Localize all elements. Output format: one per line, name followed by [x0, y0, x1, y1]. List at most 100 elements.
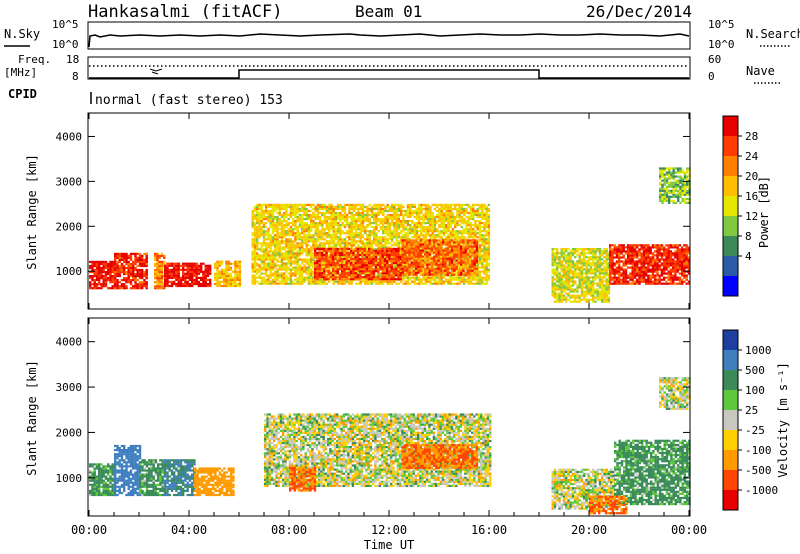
power-cell — [350, 230, 353, 233]
power-cell — [352, 262, 356, 265]
power-cell — [366, 250, 369, 253]
power-cell — [485, 268, 488, 271]
power-cell — [451, 278, 455, 281]
power-cell — [102, 271, 105, 274]
power-cell — [109, 260, 112, 263]
power-cell — [365, 255, 369, 259]
power-cell — [334, 230, 338, 233]
power-cell — [127, 260, 130, 263]
power-cell — [285, 207, 288, 211]
power-cell — [409, 276, 412, 279]
power-cell — [95, 283, 99, 286]
power-cell — [267, 274, 270, 277]
power-cell — [214, 272, 217, 275]
power-cell — [127, 266, 130, 270]
power-cell — [348, 226, 351, 229]
power-cell — [337, 238, 340, 241]
power-cell — [186, 266, 189, 269]
power-cell — [392, 276, 396, 279]
power-cell — [285, 258, 288, 261]
power-cell — [424, 251, 427, 254]
power-cell — [368, 230, 371, 233]
power-cell — [391, 207, 394, 211]
power-cell — [343, 247, 346, 250]
power-cell — [111, 271, 114, 274]
power-cell — [253, 236, 257, 239]
power-cell — [467, 234, 470, 237]
power-cell — [274, 230, 277, 233]
power-cell — [328, 258, 331, 261]
power-cell — [314, 246, 317, 249]
power-cell — [289, 232, 293, 235]
power-cell — [234, 268, 237, 271]
power-cell — [430, 247, 434, 250]
power-cell — [310, 215, 313, 219]
power-cell — [332, 257, 335, 261]
power-cell — [478, 262, 482, 265]
power-cell — [292, 205, 295, 208]
power-cell — [209, 280, 212, 283]
power-cell — [363, 266, 366, 269]
power-cell — [301, 209, 304, 213]
power-cell — [436, 276, 439, 279]
power-cell — [323, 205, 326, 208]
power-cell — [89, 287, 92, 290]
power-cell — [91, 287, 94, 290]
power-cell — [113, 266, 117, 270]
power-cell — [445, 236, 448, 239]
power-cell — [89, 283, 92, 286]
power-cell — [440, 222, 443, 225]
power-cell — [430, 273, 434, 276]
power-cell — [341, 268, 344, 271]
power-cell — [166, 262, 169, 265]
power-cell — [285, 268, 288, 271]
power-cell — [138, 273, 142, 276]
power-cell — [458, 203, 461, 206]
power-cell — [298, 246, 302, 249]
power-cell — [138, 264, 142, 268]
power-cell — [418, 211, 421, 215]
power-cell — [301, 230, 304, 233]
power-cell — [411, 222, 414, 225]
power-cell — [269, 262, 272, 265]
power-cell — [339, 250, 342, 253]
power-cell — [188, 284, 192, 288]
power-cell — [294, 260, 297, 263]
power-cell — [294, 236, 297, 239]
power-cell — [421, 273, 425, 276]
power-cell — [303, 258, 306, 261]
power-cell — [375, 226, 378, 229]
power-cell — [352, 268, 355, 271]
power-cell — [312, 226, 315, 229]
power-cell — [156, 258, 159, 261]
power-cell — [458, 280, 461, 283]
power-cell — [156, 275, 159, 278]
power-cell — [412, 273, 416, 276]
power-cell — [154, 287, 157, 290]
power-cell — [375, 207, 378, 211]
power-cell — [400, 280, 403, 283]
power-cell — [410, 249, 413, 252]
power-cell — [141, 271, 144, 274]
power-cell — [186, 270, 189, 273]
power-cell — [397, 249, 400, 252]
power-cell — [483, 224, 486, 227]
power-cell — [352, 232, 356, 235]
power-cell — [366, 272, 369, 275]
power-cell — [332, 274, 335, 277]
power-cell — [287, 266, 290, 269]
power-cell — [472, 278, 475, 281]
power-cell — [374, 278, 378, 281]
power-cell — [364, 280, 367, 283]
power-cell — [392, 268, 396, 271]
power-cell — [298, 244, 302, 247]
power-cell — [325, 268, 329, 271]
power-cell — [303, 236, 306, 239]
power-cell — [164, 264, 167, 267]
power-cell — [164, 278, 167, 281]
power-cell — [109, 273, 112, 276]
power-cell — [415, 226, 419, 229]
power-cell — [321, 244, 324, 247]
power-cell — [316, 278, 319, 281]
power-cell — [120, 252, 124, 255]
